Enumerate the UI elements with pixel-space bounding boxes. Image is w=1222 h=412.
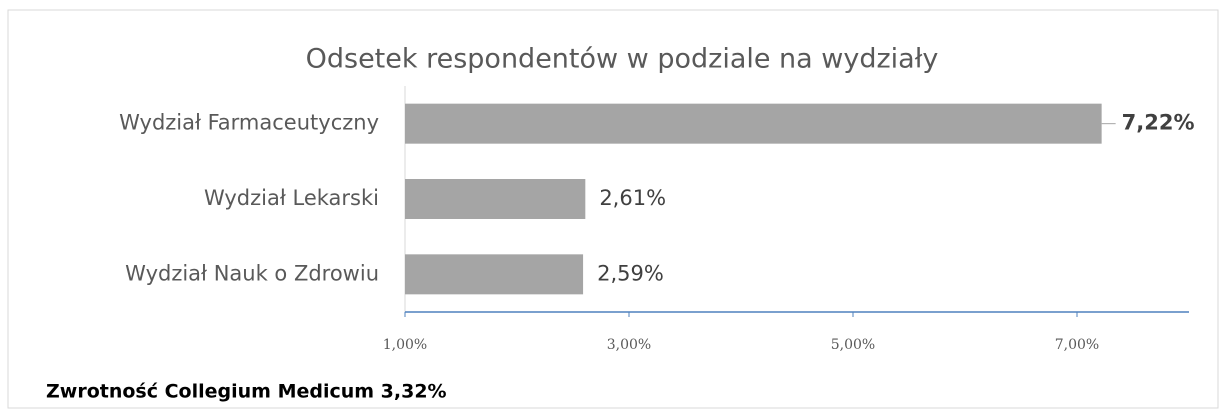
note: Zwrotność Collegium Medicum 3,32% [46,381,447,403]
y-tick-label: Wydział Farmaceutyczny [119,111,379,135]
value-label: 2,61% [599,186,666,210]
x-tick-label: 3,00% [607,337,651,353]
x-tick-label: 1,00% [383,337,427,353]
x-tick-label: 7,00% [1055,337,1099,353]
chart-frame [7,9,1219,409]
value-label: 7,22% [1122,111,1195,135]
y-tick-label: Wydział Nauk o Zdrowiu [125,261,379,285]
bar [405,103,1102,144]
bar [405,179,586,219]
value-label: 2,59% [597,261,664,285]
bar [405,254,584,295]
y-tick-label: Wydział Lekarski [204,186,379,210]
x-tick-label: 5,00% [831,337,875,353]
chart-title: Odsetek respondentów w podziale na wydzi… [306,44,939,75]
